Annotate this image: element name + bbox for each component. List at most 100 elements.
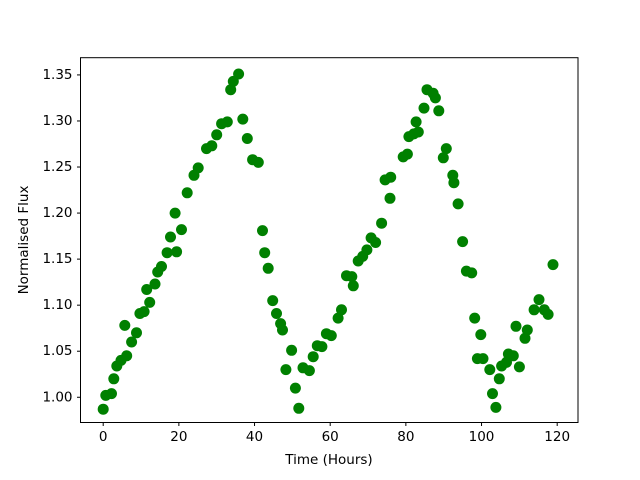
data-point [475,329,487,341]
y-axis: 1.00 1.05 1.10 1.15 1.20 1.25 1.30 1.35 [42,67,81,405]
data-point [469,312,481,324]
data-point [286,344,298,356]
data-point [412,126,424,138]
data-point [289,382,301,394]
data-point [149,278,161,290]
data-point [316,341,328,353]
data-point [346,271,358,283]
y-tick-label: 1.35 [42,67,72,83]
data-point [237,113,249,125]
data-point [507,350,519,362]
data-point [141,284,153,295]
data-point [233,68,245,80]
data-point [293,402,305,414]
data-point [106,388,117,400]
data-point [410,116,422,128]
data-point [440,143,452,155]
data-point [131,327,142,339]
x-tick-label: 20 [170,429,187,445]
data-point [325,330,337,342]
data-points [97,68,559,415]
data-point [225,84,237,96]
y-tick-label: 1.05 [42,343,72,359]
data-point [119,319,131,331]
data-point [121,350,133,362]
data-point [401,148,413,160]
data-point [271,308,282,319]
data-point [267,295,279,307]
data-point [156,261,167,272]
y-tick-label: 1.15 [42,251,72,267]
y-tick-label: 1.30 [42,113,72,129]
x-tick-label: 100 [469,429,495,445]
data-point [332,312,344,324]
data-point [487,388,498,400]
data-point [161,247,173,259]
data-point [457,236,469,248]
data-point [169,207,181,219]
x-tick-label: 60 [322,429,339,445]
data-point [165,231,176,243]
x-axis: 0 20 40 60 80 100 120 [99,422,570,445]
x-tick-label: 0 [99,429,108,445]
data-point [262,262,274,274]
data-point [192,162,204,174]
data-point [138,306,150,318]
data-point [303,365,315,377]
data-point [384,192,396,204]
data-point [307,351,319,363]
data-point [418,102,430,114]
data-point [547,259,559,271]
x-tick-label: 80 [397,429,414,445]
data-point [176,224,187,236]
data-point [484,364,496,376]
y-tick-label: 1.20 [42,205,72,221]
data-point [259,247,271,259]
x-axis-label: Time (Hours) [284,452,372,468]
x-tick-label: 120 [544,429,570,445]
data-point [347,280,359,292]
data-point [385,171,397,183]
data-point [211,129,223,141]
data-point [433,105,445,117]
data-point [277,324,288,336]
data-point [144,296,156,308]
data-point [221,116,233,128]
x-tick-label: 40 [246,429,263,445]
data-point [501,356,512,368]
y-tick-label: 1.00 [42,389,72,405]
data-point [528,304,540,316]
data-point [361,244,373,256]
data-point [336,304,347,316]
data-point [126,336,138,348]
data-point [241,133,253,144]
data-point [429,92,441,104]
y-tick-label: 1.10 [42,297,72,313]
y-tick-label: 1.25 [42,159,72,175]
data-point [370,237,382,248]
data-point [466,267,478,279]
data-point [519,332,531,344]
data-point [280,364,292,376]
data-point [490,401,502,413]
data-point [376,217,388,229]
y-axis-label: Normalised Flux [16,186,32,295]
data-point [252,156,264,168]
data-point [171,246,183,258]
data-point [181,187,193,199]
data-point [206,140,218,152]
plot-area [80,57,579,423]
data-point [108,373,120,385]
data-point [452,198,464,210]
data-point [437,152,449,164]
data-point [542,308,554,320]
data-point [513,361,525,373]
data-point [493,373,505,385]
data-point [97,403,109,415]
data-point [510,320,522,332]
data-point [533,294,545,306]
data-point [448,177,460,189]
data-point [477,353,489,365]
